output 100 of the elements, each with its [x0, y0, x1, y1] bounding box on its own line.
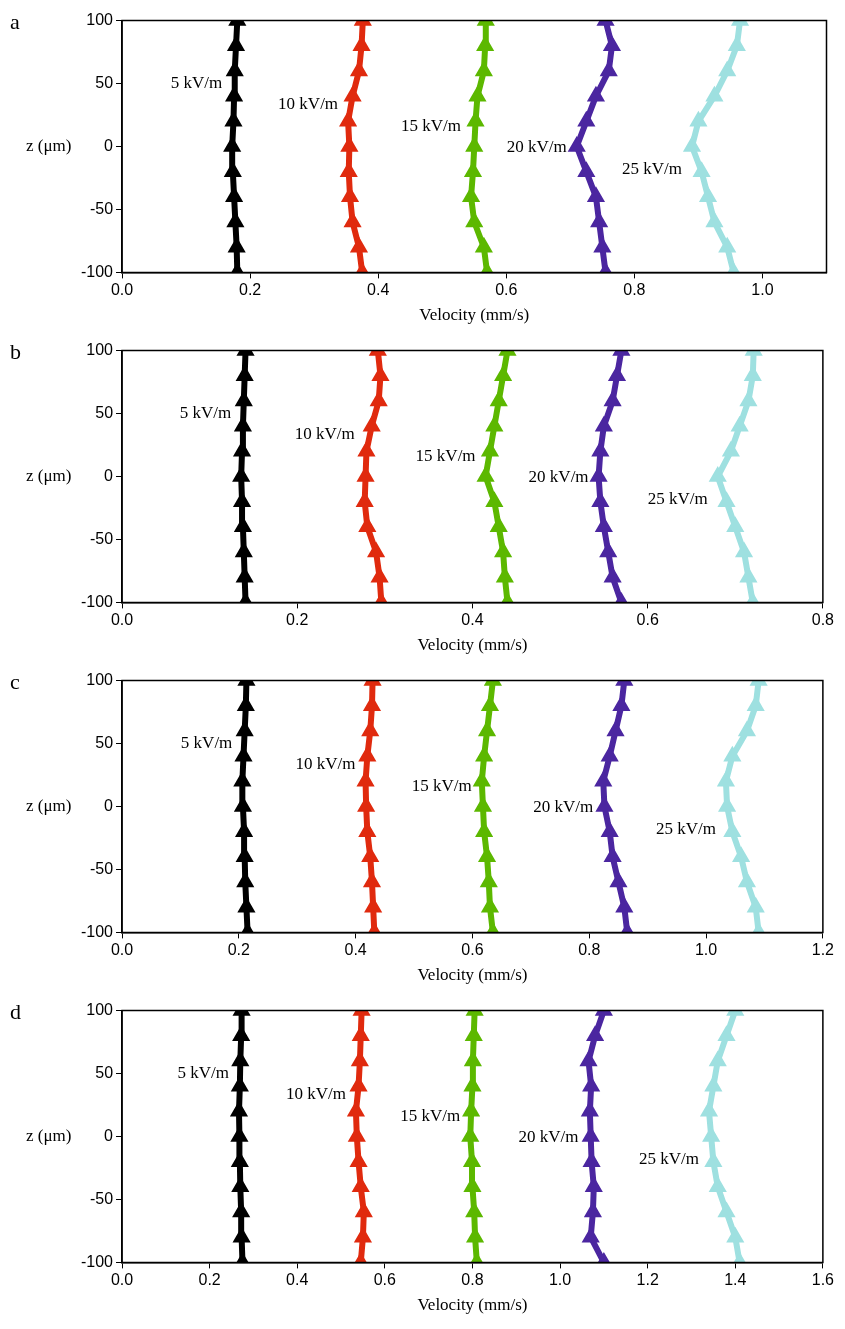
point [683, 136, 701, 152]
point [463, 1053, 482, 1067]
point [236, 874, 255, 888]
series-label: 15 kV/m [400, 1105, 461, 1125]
point [466, 113, 485, 127]
point [235, 849, 254, 863]
point [237, 899, 256, 913]
point [603, 569, 622, 583]
point [235, 569, 254, 583]
point [723, 823, 742, 837]
x-tick-label: 0.8 [461, 1271, 484, 1289]
point [708, 1178, 727, 1193]
point [705, 86, 724, 102]
point [235, 723, 254, 737]
point [606, 721, 625, 737]
point [352, 38, 371, 52]
x-tick-label: 1.2 [636, 1271, 659, 1289]
point [489, 392, 508, 407]
point [350, 1053, 369, 1067]
x-tick-label: 0.6 [636, 611, 659, 629]
point [232, 1229, 251, 1243]
chart-title: c [10, 669, 20, 695]
point [231, 1053, 250, 1067]
point [235, 368, 254, 382]
series-label: 15 kV/m [415, 445, 476, 465]
point [495, 569, 514, 583]
point [465, 1204, 484, 1218]
point [477, 824, 492, 837]
point [476, 38, 495, 52]
point [603, 849, 622, 863]
point [480, 723, 494, 737]
series-label: 20 kV/m [533, 797, 594, 817]
chart-title: d [10, 999, 21, 1025]
point [567, 136, 586, 152]
point [357, 441, 376, 457]
x-tick-label: 0.2 [286, 611, 309, 629]
point [343, 214, 362, 228]
point [599, 543, 618, 558]
point [464, 1028, 483, 1042]
point [584, 1179, 603, 1193]
point [590, 214, 609, 228]
x-tick-label: 1.4 [724, 1271, 747, 1289]
point [746, 897, 765, 913]
series-label: 25 kV/m [622, 158, 683, 178]
x-tick-label: 0.2 [227, 941, 251, 959]
y-axis-title: z (μm) [26, 795, 72, 815]
x-tick-label: 0.4 [286, 1271, 309, 1289]
x-tick-label: 1.0 [751, 281, 774, 299]
series-label: 15 kV/m [411, 775, 472, 795]
x-tick-label: 0.6 [461, 941, 484, 959]
point [463, 1179, 482, 1193]
point [708, 466, 727, 482]
x-tick-label: 1.0 [694, 941, 718, 959]
point [483, 899, 497, 913]
y-tick-label: -50 [89, 529, 114, 547]
point [226, 214, 245, 228]
series-label: 10 kV/m [295, 754, 356, 774]
point [593, 239, 612, 253]
point [349, 1078, 368, 1092]
y-tick-label: -100 [80, 592, 114, 610]
point [236, 698, 255, 712]
x-tick-label: 0.2 [198, 1271, 221, 1289]
point [489, 518, 508, 533]
point [739, 569, 758, 583]
y-tick-label: 50 [95, 73, 114, 91]
point [581, 1229, 600, 1243]
y-tick-label: 50 [95, 1063, 114, 1081]
point [232, 1204, 251, 1218]
point [364, 899, 383, 913]
x-tick-label: 0.4 [367, 281, 390, 299]
series-label: 5 kV/m [170, 73, 223, 93]
y-tick-label: -50 [89, 859, 114, 877]
point [361, 723, 380, 737]
point [233, 773, 252, 787]
x-tick-label: 0.0 [110, 1271, 134, 1289]
point [594, 771, 613, 787]
series-label: 10 kV/m [278, 94, 339, 114]
series-label: 15 kV/m [401, 115, 462, 135]
point [615, 898, 634, 913]
point [743, 368, 762, 382]
point [730, 416, 749, 432]
point [234, 748, 253, 762]
y-tick-label: 100 [86, 671, 114, 689]
chart-title: b [10, 339, 21, 365]
x-axis-title: Velocity (mm/s) [417, 1295, 528, 1315]
series-label: 20 kV/m [528, 467, 589, 487]
point [369, 393, 388, 407]
point [231, 1179, 250, 1193]
point [476, 799, 490, 812]
x-tick-label: 0.6 [495, 281, 518, 299]
series-label: 25 kV/m [639, 1148, 699, 1168]
y-tick-label: 100 [86, 341, 114, 359]
y-tick-label: 0 [104, 1126, 114, 1144]
point [225, 63, 244, 77]
x-tick-label: 0.4 [344, 941, 367, 959]
point [474, 63, 493, 77]
chart-title: a [10, 9, 20, 35]
point [351, 1028, 370, 1042]
point [718, 237, 737, 253]
x-tick-label: 0.0 [110, 281, 134, 299]
